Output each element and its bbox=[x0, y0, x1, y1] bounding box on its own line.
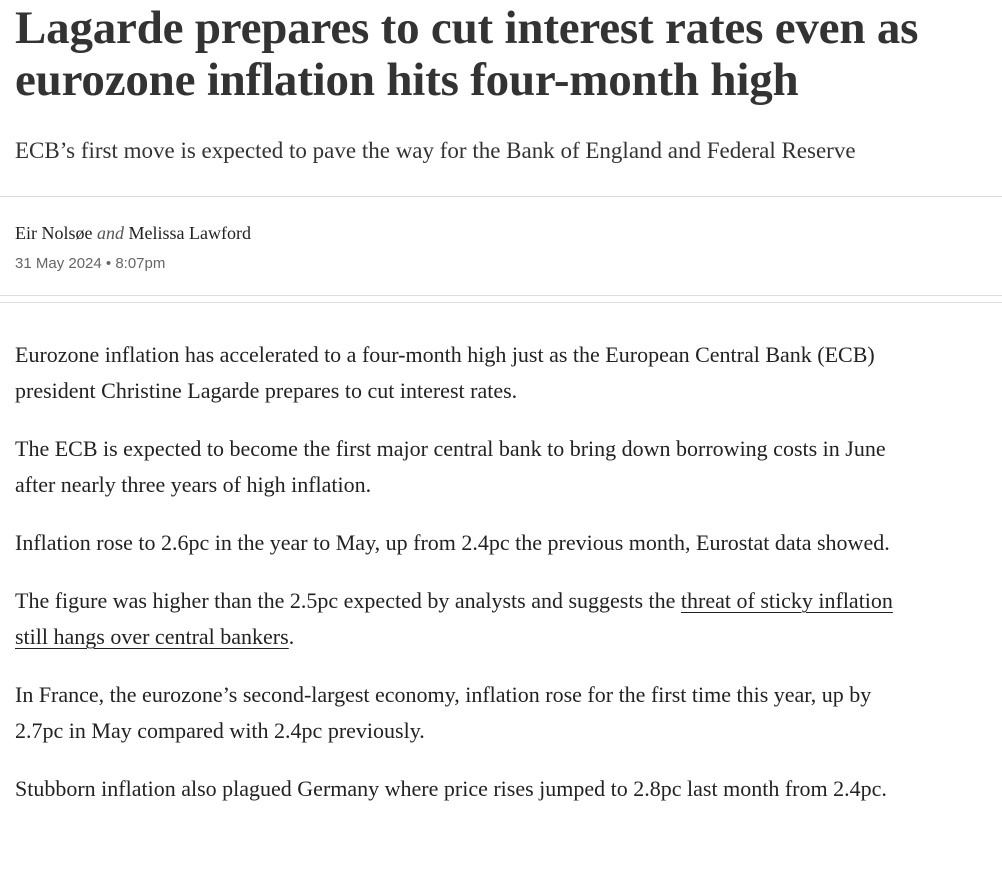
divider bbox=[0, 196, 1002, 197]
paragraph: The ECB is expected to become the first … bbox=[15, 436, 886, 497]
paragraph-text: The figure was higher than the 2.5pc exp… bbox=[15, 588, 681, 613]
article: Lagarde prepares to cut interest rates e… bbox=[0, 2, 1002, 807]
standfirst: ECB’s first move is expected to pave the… bbox=[15, 138, 856, 163]
article-body: Eurozone inflation has accelerated to a … bbox=[15, 337, 895, 807]
author[interactable]: Melissa Lawford bbox=[128, 223, 251, 243]
author[interactable]: Eir Nolsøe bbox=[15, 223, 93, 243]
paragraph: Stubborn inflation also plagued Germany … bbox=[15, 776, 887, 801]
byline: Eir Nolsøe and Melissa Lawford bbox=[15, 221, 1002, 245]
divider bbox=[0, 295, 1002, 296]
article-link[interactable]: threat of sticky inflation still hangs o… bbox=[15, 588, 893, 649]
byline-conjunction: and bbox=[96, 223, 124, 243]
divider bbox=[0, 302, 1002, 303]
publish-date: 31 May 2024 • 8:07pm bbox=[15, 255, 166, 272]
paragraph-text: . bbox=[288, 624, 295, 649]
paragraph: In France, the eurozone’s second-largest… bbox=[15, 682, 872, 743]
paragraph: Inflation rose to 2.6pc in the year to M… bbox=[15, 530, 890, 555]
paragraph: The figure was higher than the 2.5pc exp… bbox=[15, 583, 895, 655]
paragraph: Eurozone inflation has accelerated to a … bbox=[15, 342, 875, 403]
headline: Lagarde prepares to cut interest rates e… bbox=[15, 2, 919, 106]
